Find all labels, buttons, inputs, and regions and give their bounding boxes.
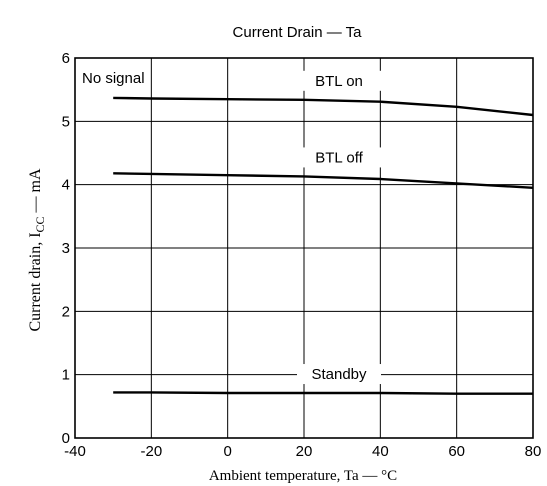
y-tick-label: 4 (62, 177, 70, 194)
plot-frame (74, 57, 534, 439)
y-tick-label: 6 (62, 50, 70, 67)
x-tick-label: -20 (140, 443, 162, 460)
series-group: BTL on BTL off Standby (113, 70, 534, 395)
y-tick-label: 3 (62, 240, 70, 257)
x-axis-label: Ambient temperature, Ta — °C (209, 468, 397, 484)
series-label-standby: Standby (311, 366, 367, 383)
chart-title: Current Drain — Ta (233, 24, 363, 41)
y-axis-label: Current drain, ICC — mA (27, 168, 47, 332)
series-label-bg (297, 364, 381, 385)
series-label-bg (297, 70, 381, 91)
x-tick-label: 20 (296, 443, 313, 460)
tick-labels: -40 -20 0 20 40 60 80 0 1 2 3 4 5 6 (62, 50, 542, 460)
series-line-btl-off (113, 172, 534, 189)
x-tick-label: -40 (64, 443, 86, 460)
annotation-no-signal: No signal (82, 70, 145, 87)
y-axis-label-main: Current drain, I (27, 232, 44, 331)
series-label-btl-off: BTL off (315, 149, 363, 166)
series-label-btl-on: BTL on (315, 73, 363, 90)
x-tick-label: 40 (372, 443, 389, 460)
y-tick-label: 5 (62, 113, 70, 130)
y-tick-label: 1 (62, 367, 70, 384)
series-line-btl-on (113, 96, 534, 117)
x-tick-label: 0 (223, 443, 231, 460)
y-axis-label-sub: CC (33, 216, 47, 232)
y-tick-label: 0 (62, 430, 70, 447)
series-label-bg (297, 147, 381, 168)
x-tick-label: 80 (525, 443, 542, 460)
series-line-standby (113, 391, 533, 395)
y-axis-label-tail: — mA (27, 168, 44, 216)
y-tick-label: 2 (62, 303, 70, 320)
x-tick-label: 60 (448, 443, 465, 460)
